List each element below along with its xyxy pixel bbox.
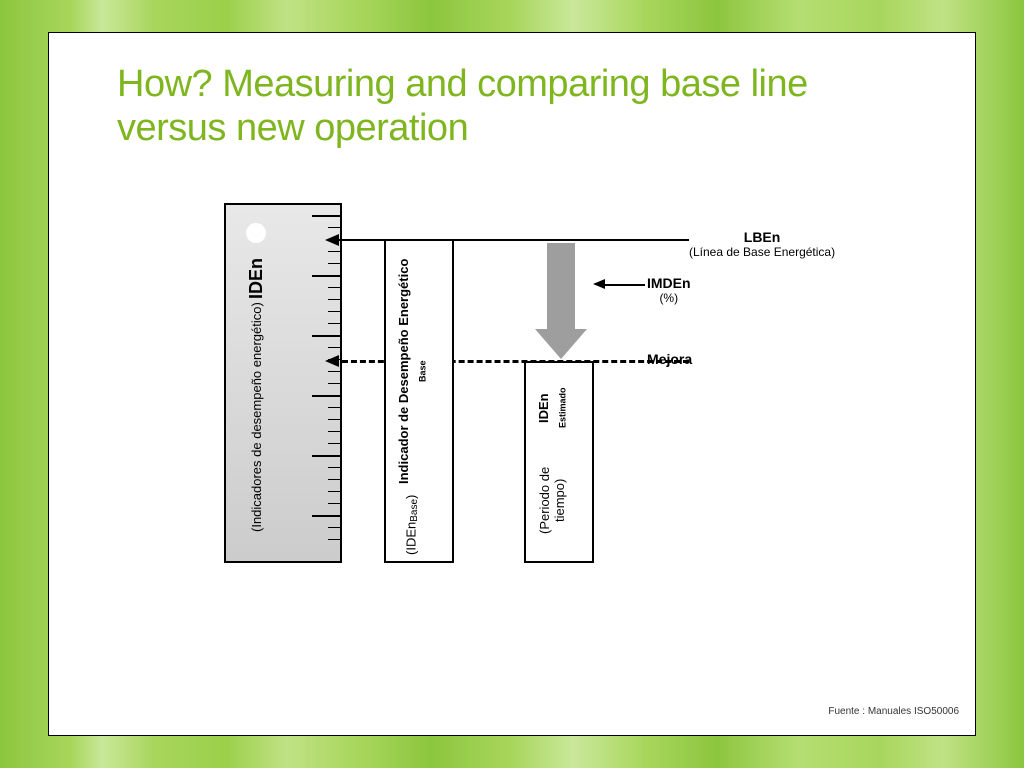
bar-base: (IDEnBase) Indicador de Desempeño Energé… — [384, 239, 454, 563]
ruler-tick-minor — [328, 347, 340, 348]
source-text: Fuente : Manuales ISO50006 — [828, 706, 959, 717]
annot-lben: LBEn (Línea de Base Energética) — [689, 229, 835, 259]
bar-est-main-text: IDEn — [536, 393, 551, 423]
ruler-tick-minor — [328, 383, 340, 384]
ruler-tick-major — [312, 395, 340, 397]
ruler-label: (Indicadores de desempeño energético) ID… — [246, 255, 267, 535]
ruler-tick-major — [312, 335, 340, 337]
imden-arrow-line — [603, 284, 645, 286]
ruler-tick-minor — [328, 491, 340, 492]
ruler-tick-minor — [328, 311, 340, 312]
annot-mejora-title: Mejora — [647, 351, 692, 367]
bar-base-label: (IDEnBase) Indicador de Desempeño Energé… — [396, 251, 428, 555]
annot-lben-title: LBEn — [689, 229, 835, 245]
ruler-tick-minor — [328, 299, 340, 300]
ruler-tick-minor — [328, 287, 340, 288]
bar-base-main-text: Indicador de Desempeño Energético — [396, 259, 411, 484]
bar-base-code: (IDEnBase) — [404, 495, 421, 555]
ruler-tick-minor — [328, 467, 340, 468]
ruler-iden: (Indicadores de desempeño energético) ID… — [224, 203, 342, 563]
ruler-tick-minor — [328, 443, 340, 444]
ruler-tick-major — [312, 215, 340, 217]
mejora-arrow — [325, 355, 339, 367]
bar-base-code-sub: Base — [409, 499, 420, 522]
diagram-area: (Indicadores de desempeño energético) ID… — [49, 33, 975, 735]
annot-imden-sub: (%) — [647, 291, 691, 305]
ruler-tick-minor — [328, 227, 340, 228]
bar-base-main: Indicador de Desempeño Energético Base — [396, 251, 428, 492]
annot-mejora: Mejora — [647, 351, 692, 367]
arrow-head — [535, 329, 587, 359]
ruler-tick-minor — [328, 431, 340, 432]
ruler-tick-minor — [328, 419, 340, 420]
bar-est-label: (Periodo de tiempo) IDEn Estimado — [536, 373, 568, 555]
bar-est-sub: (Periodo de tiempo) — [537, 446, 567, 555]
imden-arrow-head — [593, 279, 605, 289]
annot-imden-title: IMDEn — [647, 275, 691, 291]
lben-arrow — [325, 234, 339, 246]
bar-estimado: (Periodo de tiempo) IDEn Estimado — [524, 361, 594, 563]
improvement-arrow — [535, 243, 587, 361]
ruler-tick-major — [312, 455, 340, 457]
bar-base-code-main: (IDEn — [404, 522, 419, 555]
ruler-tick-major — [312, 515, 340, 517]
ruler-tick-minor — [328, 503, 340, 504]
ruler-tick-minor — [328, 371, 340, 372]
bar-est-main: IDEn Estimado — [536, 373, 568, 443]
annot-lben-sub: (Línea de Base Energética) — [689, 245, 835, 259]
arrow-shaft — [547, 243, 575, 329]
ruler-hole — [246, 223, 266, 243]
ruler-label-main: IDEn — [246, 258, 267, 299]
ruler-tick-minor — [328, 407, 340, 408]
slide-panel: How? Measuring and comparing base line v… — [48, 32, 976, 736]
ruler-label-sub: (Indicadores de desempeño energético) — [249, 303, 264, 533]
bar-base-code-tail: ) — [404, 495, 419, 499]
ruler-tick-minor — [328, 527, 340, 528]
ruler-tick-minor — [328, 539, 340, 540]
ruler-tick-major — [312, 275, 340, 277]
ruler-tick-minor — [328, 251, 340, 252]
ruler-tick-minor — [328, 479, 340, 480]
bar-est-main-sub: Estimado — [558, 388, 568, 429]
ruler-tick-minor — [328, 263, 340, 264]
ruler-tick-minor — [328, 323, 340, 324]
bar-base-main-sub: Base — [418, 361, 428, 383]
annot-imden: IMDEn (%) — [647, 275, 691, 305]
